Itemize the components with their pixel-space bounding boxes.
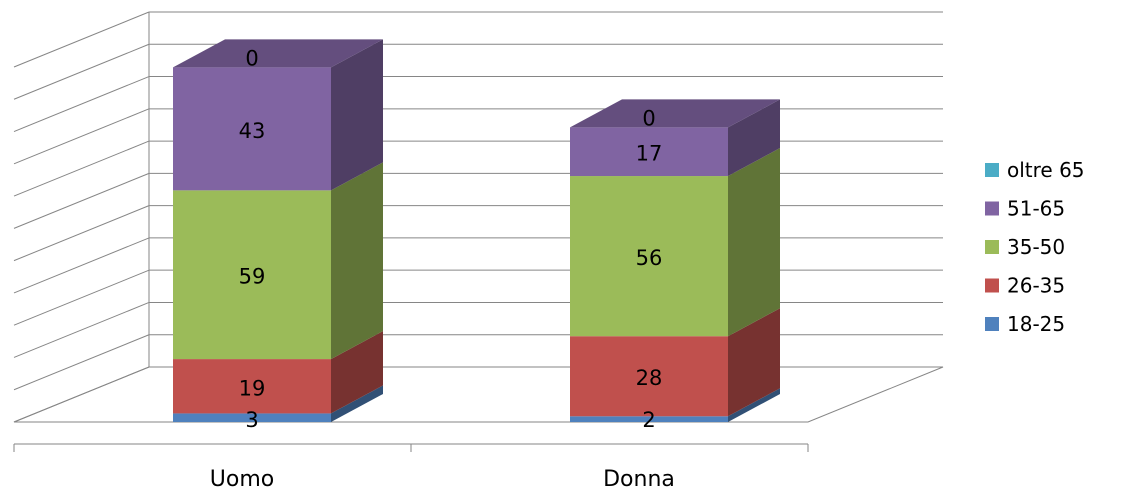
gridline-side [13, 301, 150, 358]
bar-segment-18-25 [173, 413, 331, 422]
category-axis-labels: Uomo Donna [210, 467, 675, 491]
data-label: 28 [636, 366, 663, 390]
legend-label: 26-35 [1007, 274, 1065, 298]
category-label: Donna [603, 467, 675, 491]
bar-side-51-65 [728, 99, 780, 177]
chart-floor [13, 366, 944, 423]
bar-side-35-50 [728, 148, 780, 337]
data-label: 0 [245, 46, 258, 70]
gridline-side [13, 334, 150, 391]
legend-label: 51-65 [1007, 197, 1065, 221]
data-labels: 3 19 59 43 0 2 28 56 17 0 [239, 46, 663, 432]
data-label: 43 [239, 119, 266, 143]
bar-top-face [570, 99, 780, 128]
bar-side-18-25 [728, 388, 780, 422]
chart-legend: oltre 65 51-65 35-50 26-35 18-25 [985, 158, 1085, 336]
data-label: 0 [642, 106, 655, 130]
bar-side-26-35 [331, 331, 383, 414]
gridline-side [13, 43, 150, 100]
data-label: 19 [239, 376, 266, 400]
gridline-side [13, 269, 150, 326]
bar-segment-18-25 [570, 416, 728, 422]
bar-segment-51-65 [173, 67, 331, 191]
legend-label: 35-50 [1007, 235, 1065, 259]
bar-segment-26-35 [173, 359, 331, 414]
chart-gridlines [13, 11, 944, 452]
category-label: Uomo [210, 467, 274, 491]
legend-swatch [985, 240, 999, 254]
data-label: 3 [245, 408, 258, 432]
bar-top-face [173, 39, 383, 68]
gridline-side [13, 237, 150, 294]
bar-segment-35-50 [173, 190, 331, 360]
data-label: 2 [642, 408, 655, 432]
data-label: 17 [636, 142, 663, 166]
gridline-side [13, 11, 150, 68]
gridline-side [13, 172, 150, 229]
legend-swatch [985, 317, 999, 331]
bar-side-35-50 [331, 162, 383, 360]
gridline-side [13, 108, 150, 165]
bar-segment-26-35 [570, 336, 728, 417]
bar-segment-35-50 [570, 176, 728, 337]
legend-swatch [985, 278, 999, 293]
legend-label: oltre 65 [1007, 158, 1085, 182]
bar-side-18-25 [331, 385, 383, 422]
bar-side-26-35 [728, 308, 780, 417]
legend-swatch [985, 201, 999, 216]
data-label: 56 [636, 246, 663, 270]
legend-label: 18-25 [1007, 312, 1065, 336]
bar-side-51-65 [331, 39, 383, 191]
data-label: 59 [239, 265, 266, 289]
chart-bars [173, 39, 780, 422]
bar-segment-51-65 [570, 127, 728, 177]
gridline-side [13, 76, 150, 133]
legend-swatch [985, 163, 999, 177]
gridline-side [13, 205, 150, 262]
gridline-side [13, 140, 150, 197]
